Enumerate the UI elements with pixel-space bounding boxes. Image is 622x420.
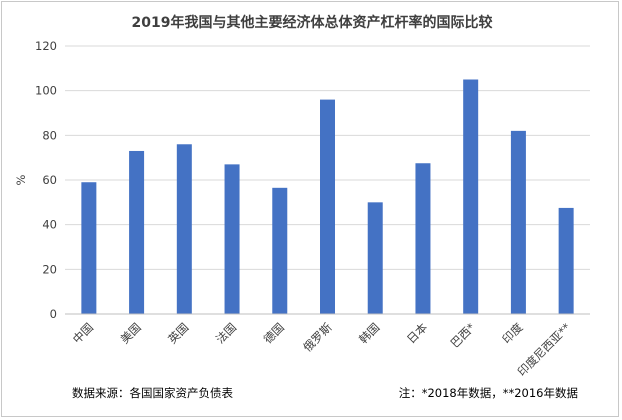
bar — [224, 164, 240, 314]
bar — [510, 130, 526, 314]
y-tick-label: 120 — [35, 39, 57, 53]
y-tick-label: 0 — [50, 307, 57, 321]
y-axis-label: % — [14, 174, 28, 185]
y-tick-label: 40 — [42, 218, 57, 232]
x-tick-label: 印度 — [499, 320, 526, 347]
y-tick-label: 80 — [42, 128, 57, 142]
x-tick-label: 韩国 — [356, 320, 382, 346]
bar — [129, 150, 145, 314]
y-tick-label: 60 — [42, 173, 57, 187]
bar — [415, 163, 431, 314]
source-note: 数据来源：各国国家资产负债表 — [72, 386, 233, 400]
y-tick-labels: 0 20 40 60 80 100 120 — [35, 39, 57, 321]
data-year-note: 注：*2018年数据，**2016年数据 — [399, 386, 579, 400]
bar — [176, 144, 192, 314]
x-tick-label: 美国 — [118, 320, 144, 346]
x-tick-label: 巴西* — [448, 320, 478, 350]
x-tick-label: 俄罗斯 — [300, 320, 335, 355]
bar — [367, 202, 383, 314]
x-tick-label: 中国 — [70, 320, 96, 346]
x-tick-label: 德国 — [261, 320, 287, 346]
x-tick-label: 日本 — [404, 320, 431, 347]
y-tick-label: 20 — [42, 262, 57, 276]
chart-title: 2019年我国与其他主要经济体总体资产杠杆率的国际比较 — [132, 14, 493, 31]
bars — [81, 79, 574, 314]
x-tick-label: 英国 — [165, 320, 191, 346]
gridlines — [65, 45, 590, 270]
bar — [463, 79, 479, 314]
bar — [558, 207, 574, 314]
x-tick-label: 法国 — [213, 320, 239, 346]
bar — [272, 187, 288, 314]
bar — [320, 99, 335, 314]
y-tick-label: 100 — [35, 84, 57, 98]
bar — [81, 182, 97, 314]
